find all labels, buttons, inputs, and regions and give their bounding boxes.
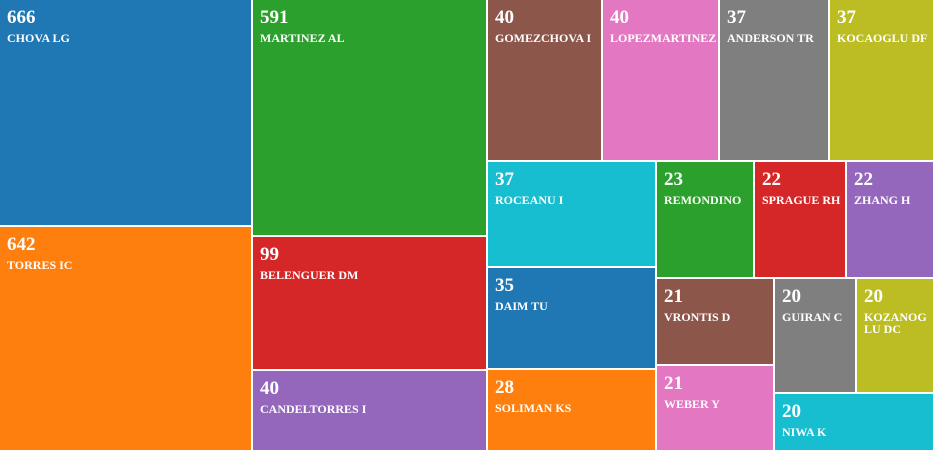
treemap-cell-sprague-rh: 22 SPRAGUE RH [755,162,845,277]
treemap-cell-niwa-k: 20 NIWA K [775,394,933,450]
treemap-cell-label: ANDERSON TR [727,31,814,45]
treemap-cell-value: 21 [664,373,683,394]
treemap-cell-label: VRONTIS D [664,310,731,324]
treemap-cell-label: SOLIMAN KS [495,401,572,415]
treemap-cell-label: LOPEZMARTINEZ [610,31,717,45]
treemap-cell-label: KOZANOGLU DC [864,310,927,336]
treemap-cell-label: BELENGUER DM [260,268,359,282]
treemap-cell-value: 28 [495,377,514,398]
treemap-cell-value: 666 [7,7,36,28]
treemap-cell-soliman-ks: 28 SOLIMAN KS [488,370,655,450]
treemap-cell-lopezmartinez: 40 LOPEZMARTINEZ [603,0,718,160]
treemap-cell-label: DAIM TU [495,299,548,313]
treemap-cell-martinez-al: 591 MARTINEZ AL [253,0,486,235]
treemap-cell-label: ZHANG H [854,193,911,207]
treemap-cell-value: 40 [610,7,629,28]
treemap-cell-label: MARTINEZ AL [260,31,345,45]
treemap-cell-label: GUIRAN C [782,310,843,324]
treemap-cell-zhang-h: 22 ZHANG H [847,162,933,277]
treemap-cell-label: NIWA K [782,425,827,439]
treemap-cell-weber-y: 21 WEBER Y [657,366,773,450]
treemap-cell-value: 40 [495,7,514,28]
treemap-cell-remondino: 23 REMONDINO [657,162,753,277]
treemap-cell-value: 37 [495,169,514,190]
treemap-cell-chova-lg: 666 CHOVA LG [0,0,251,225]
treemap-cell-belenguer-dm: 99 BELENGUER DM [253,237,486,369]
treemap-cell-value: 23 [664,169,683,190]
treemap-cell-label: GOMEZCHOVA I [495,31,592,45]
treemap-cell-roceanu-i: 37 ROCEANU I [488,162,655,266]
treemap-cell-value: 20 [782,286,801,307]
treemap-cell-value: 20 [782,401,801,422]
treemap-cell-kocaoglu-df: 37 KOCAOGLU DF [830,0,933,160]
treemap-cell-vrontis-d: 21 VRONTIS D [657,279,773,364]
treemap-cell-guiran-c: 20 GUIRAN C [775,279,855,392]
treemap-cell-value: 37 [837,7,856,28]
treemap-cell-value: 20 [864,286,883,307]
treemap-cell-label: KOCAOGLU DF [837,31,928,45]
treemap-cell-label: REMONDINO [664,193,742,207]
treemap-cell-value: 22 [762,169,781,190]
treemap-cell-label: CHOVA LG [7,31,70,45]
treemap-cell-label: SPRAGUE RH [762,193,841,207]
treemap-cell-value: 40 [260,378,279,399]
treemap-cell-torres-ic: 642 TORRES IC [0,227,251,450]
treemap-cell-label: TORRES IC [7,258,73,272]
treemap-cell-candeltorres-i: 40 CANDELTORRES I [253,371,486,450]
treemap-cell-value: 35 [495,275,514,296]
treemap-cell-gomezchova-i: 40 GOMEZCHOVA I [488,0,601,160]
treemap-cell-kozanoglu-dc: 20 KOZANOGLU DC [857,279,933,392]
treemap-cell-value: 642 [7,234,36,255]
treemap-cell-value: 22 [854,169,873,190]
treemap-cell-anderson-tr: 37 ANDERSON TR [720,0,828,160]
treemap-cell-value: 591 [260,7,289,28]
treemap-cell-daim-tu: 35 DAIM TU [488,268,655,368]
treemap-cell-label: ROCEANU I [495,193,564,207]
treemap-cell-label: CANDELTORRES I [260,402,367,416]
treemap-cell-value: 99 [260,244,279,265]
treemap-cell-value: 21 [664,286,683,307]
treemap-cell-label: WEBER Y [664,397,720,411]
treemap-cell-value: 37 [727,7,746,28]
